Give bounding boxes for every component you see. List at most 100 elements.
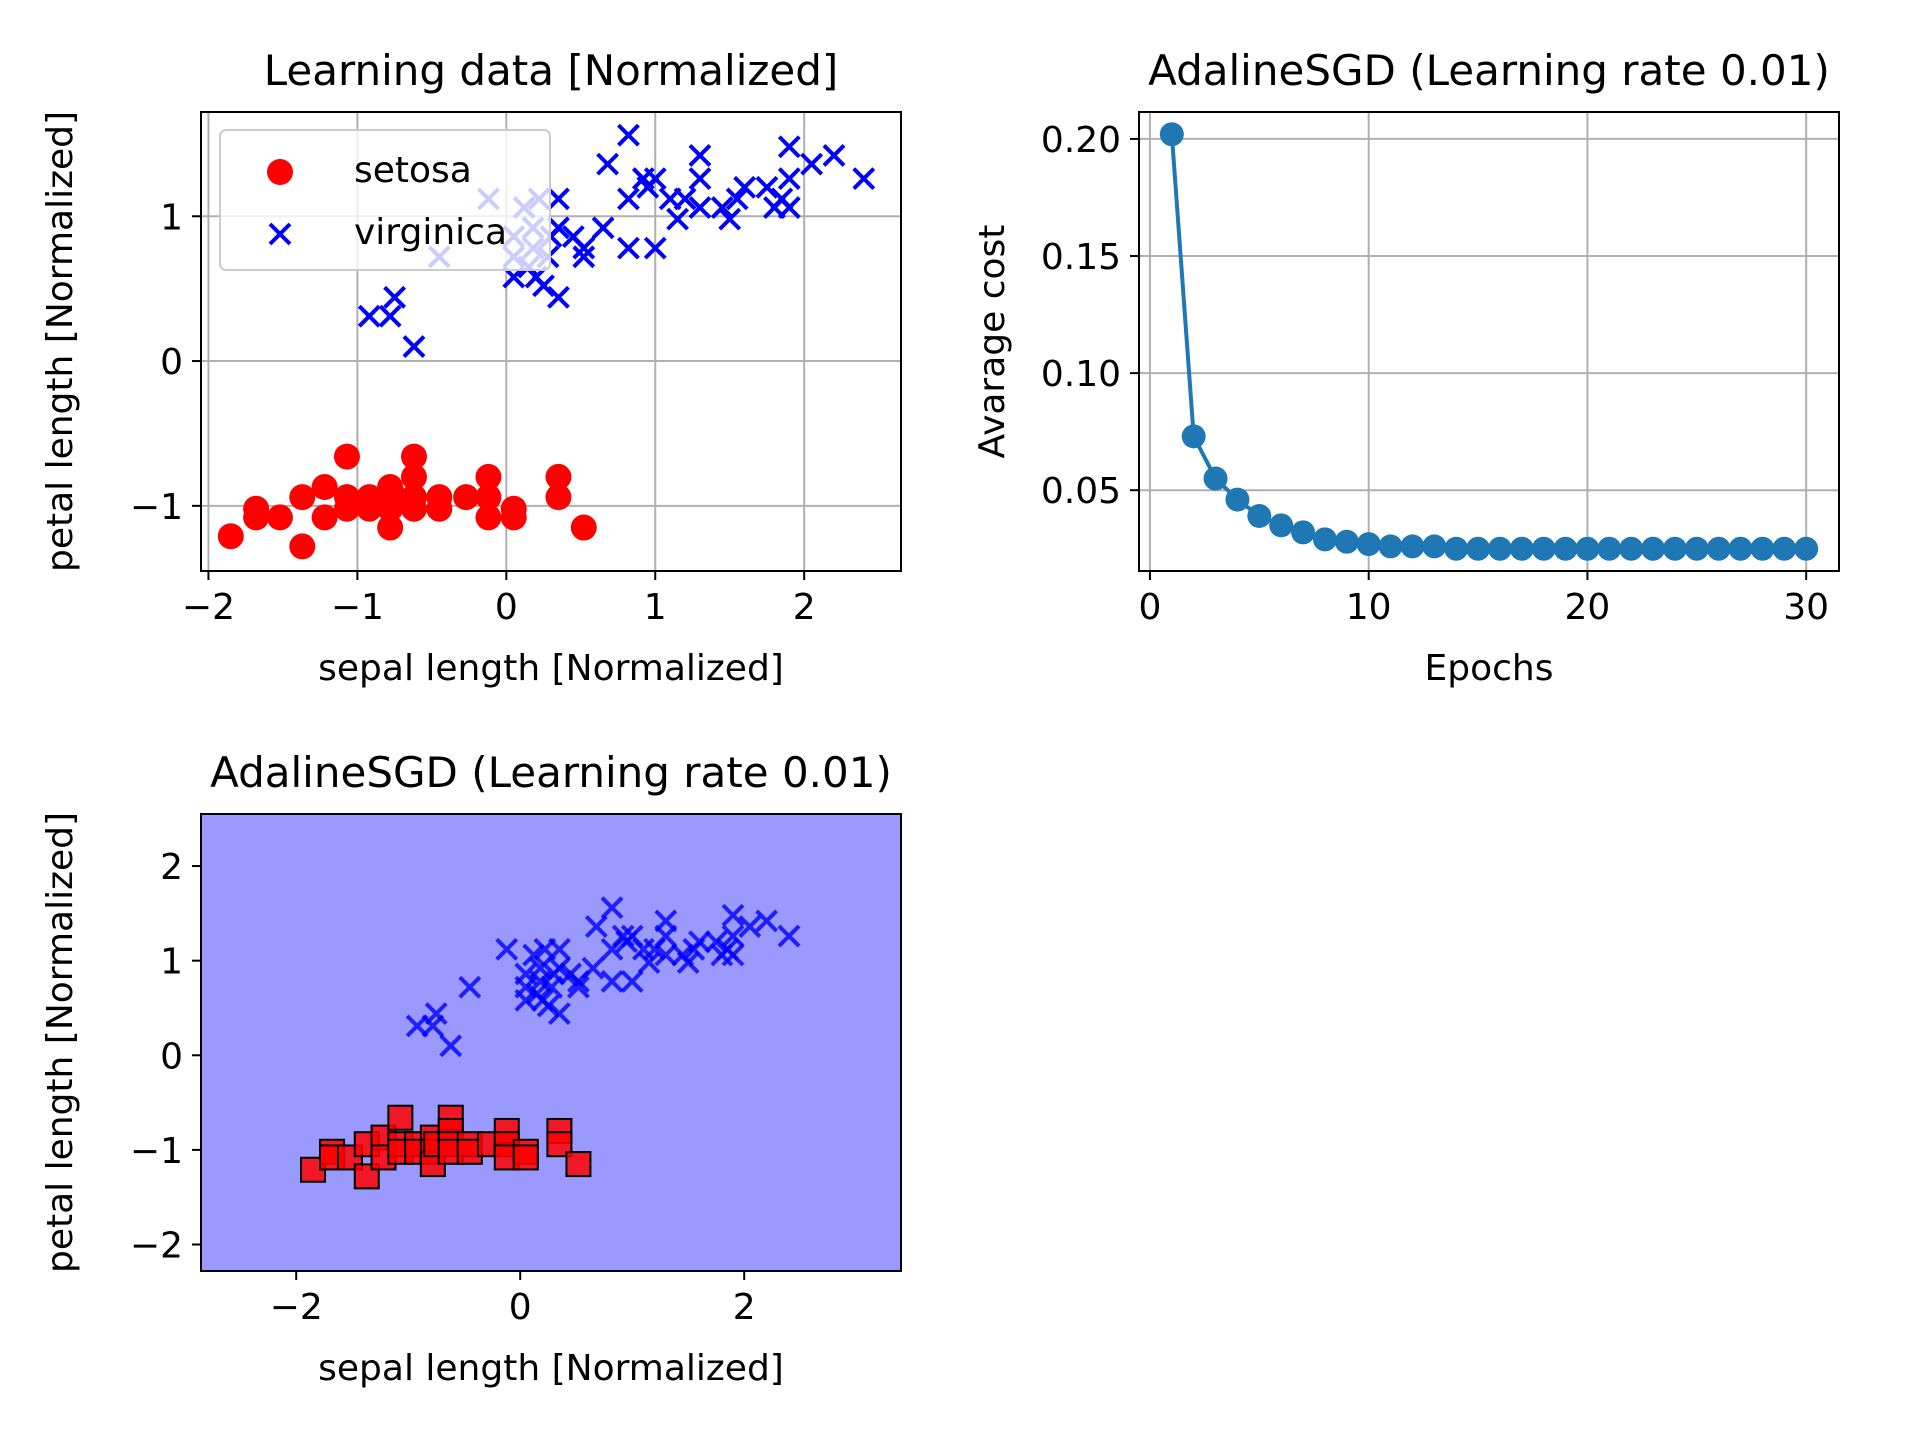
region-virginica-point-stroke: [547, 956, 571, 980]
plot-frame: [200, 813, 902, 1272]
cost-point: [1269, 513, 1294, 538]
region-virginica-point-stroke: [777, 924, 801, 948]
region-virginica-point-stroke: [654, 909, 678, 933]
cost-line: [1169, 134, 1807, 551]
virginica-point-stroke: [777, 196, 801, 219]
decision-region-plot: −2 0 2 −2 −1 0 1 2 AdalineSGD (Learning rate 0.0…: [40, 748, 902, 1389]
y-tick-label: −1: [130, 487, 183, 528]
virginica-point: [777, 196, 801, 219]
setosa-point: [333, 495, 360, 522]
virginica-point-stroke: [617, 236, 640, 260]
virginica-point-stroke: [547, 187, 570, 211]
virginica-point: [755, 175, 779, 199]
y-tick-label: 0.10: [1041, 354, 1121, 395]
setosa-point: [545, 463, 572, 490]
cost-point: [1312, 527, 1337, 552]
y-tick-label: 0.15: [1041, 237, 1121, 278]
cost-point: [1378, 534, 1403, 559]
region-virginica-point: [755, 909, 779, 933]
region-virginica-point-stroke: [704, 930, 728, 954]
x-tick-label: 2: [793, 587, 816, 628]
virginica-point: [718, 207, 742, 231]
virginica-point: [643, 167, 667, 191]
y-tick-label: 1: [160, 197, 183, 238]
x-tick-label: 10: [1346, 587, 1392, 628]
virginica-point-stroke: [718, 207, 742, 231]
virginica-point: [532, 274, 555, 298]
region-virginica-point: [528, 956, 552, 980]
setosa-point: [400, 443, 427, 470]
setosa-point: [381, 484, 408, 511]
virginica-point: [402, 335, 426, 358]
cost-plot: 0 10 20 30 0.05 0.10 0.15 0.20 AdalineSGD (Learn…: [972, 46, 1840, 689]
region-virginica-point: [536, 994, 560, 1018]
virginica-point-stroke: [688, 196, 712, 219]
virginica-point: [822, 144, 846, 167]
virginica-point: [710, 196, 734, 219]
region-setosa-point: [565, 1151, 592, 1178]
cost-point: [1728, 536, 1753, 561]
setosa-point: [545, 484, 572, 511]
virginica-point-stroke: [402, 335, 426, 358]
virginica-point: [777, 167, 801, 191]
x-tick-label: 0: [1138, 587, 1161, 628]
legend-virginica-label: virginica: [354, 212, 507, 253]
setosa-point: [453, 484, 480, 511]
region-virginica-point: [721, 903, 745, 927]
x-tick-label: 30: [1783, 587, 1829, 628]
cost-point: [1597, 536, 1622, 561]
virginica-point-stroke: [666, 207, 690, 231]
region-virginica-point-stroke: [495, 937, 519, 961]
region-virginica-point: [738, 915, 762, 939]
region-virginica-point-stroke: [458, 975, 482, 999]
virginica-point: [617, 123, 640, 147]
x-axis-label: sepal length [Normalized]: [318, 648, 784, 689]
region-virginica-point-stroke: [620, 924, 644, 948]
cost-point: [1159, 122, 1184, 147]
learning-data-plot: −2 −1 0 1 2 −1 0 1 Learning data [Normalized] sep…: [40, 46, 902, 689]
region-virginica-point-stroke: [755, 909, 779, 933]
setosa-point: [333, 443, 360, 470]
cost-point: [1247, 503, 1272, 528]
virginica-point-stroke: [561, 225, 585, 248]
virginica-point-stroke: [710, 196, 734, 219]
virginica-point-stroke: [532, 274, 555, 298]
virginica-point: [688, 144, 712, 167]
cost-point: [1444, 536, 1469, 561]
chart-title: AdalineSGD (Learning rate 0.01): [1148, 46, 1830, 95]
y-tick-label: −1: [130, 1131, 183, 1172]
region-virginica-point: [584, 915, 608, 939]
y-tick-label: 0.05: [1041, 471, 1121, 512]
region-virginica-point-stroke: [522, 943, 546, 967]
virginica-point: [617, 187, 640, 211]
virginica-point-stroke: [357, 304, 381, 328]
setosa-point: [289, 533, 316, 560]
region-virginica-point: [721, 924, 745, 948]
virginica-point-stroke: [725, 187, 749, 211]
region-virginica-point: [495, 937, 519, 961]
x-axis-label: Epochs: [1425, 648, 1554, 689]
legend: setosa virginica: [219, 129, 551, 271]
region-virginica-point-stroke: [581, 956, 605, 980]
virginica-point-stroke: [688, 144, 712, 167]
region-virginica-point-stroke: [637, 951, 661, 974]
virginica-point: [852, 167, 876, 191]
region-virginica-point: [581, 956, 605, 980]
region-virginica-point-stroke: [721, 924, 745, 948]
virginica-point: [725, 187, 749, 211]
region-virginica-point: [704, 930, 728, 954]
virginica-point: [547, 216, 570, 240]
region-virginica-point: [458, 975, 482, 999]
region-virginica-point-stroke: [600, 970, 624, 993]
region-virginica-point-stroke: [528, 956, 552, 980]
virginica-point-stroke: [643, 167, 667, 191]
setosa-point: [475, 463, 502, 490]
region-virginica-point-stroke: [547, 1002, 571, 1026]
x-tick-label: 2: [733, 1287, 756, 1328]
region-virginica-point: [547, 937, 571, 961]
setosa-point: [377, 514, 404, 541]
plot-frame: [1138, 111, 1840, 572]
cost-point: [1422, 534, 1447, 559]
virginica-point: [378, 304, 402, 328]
region-virginica-point: [637, 951, 661, 974]
